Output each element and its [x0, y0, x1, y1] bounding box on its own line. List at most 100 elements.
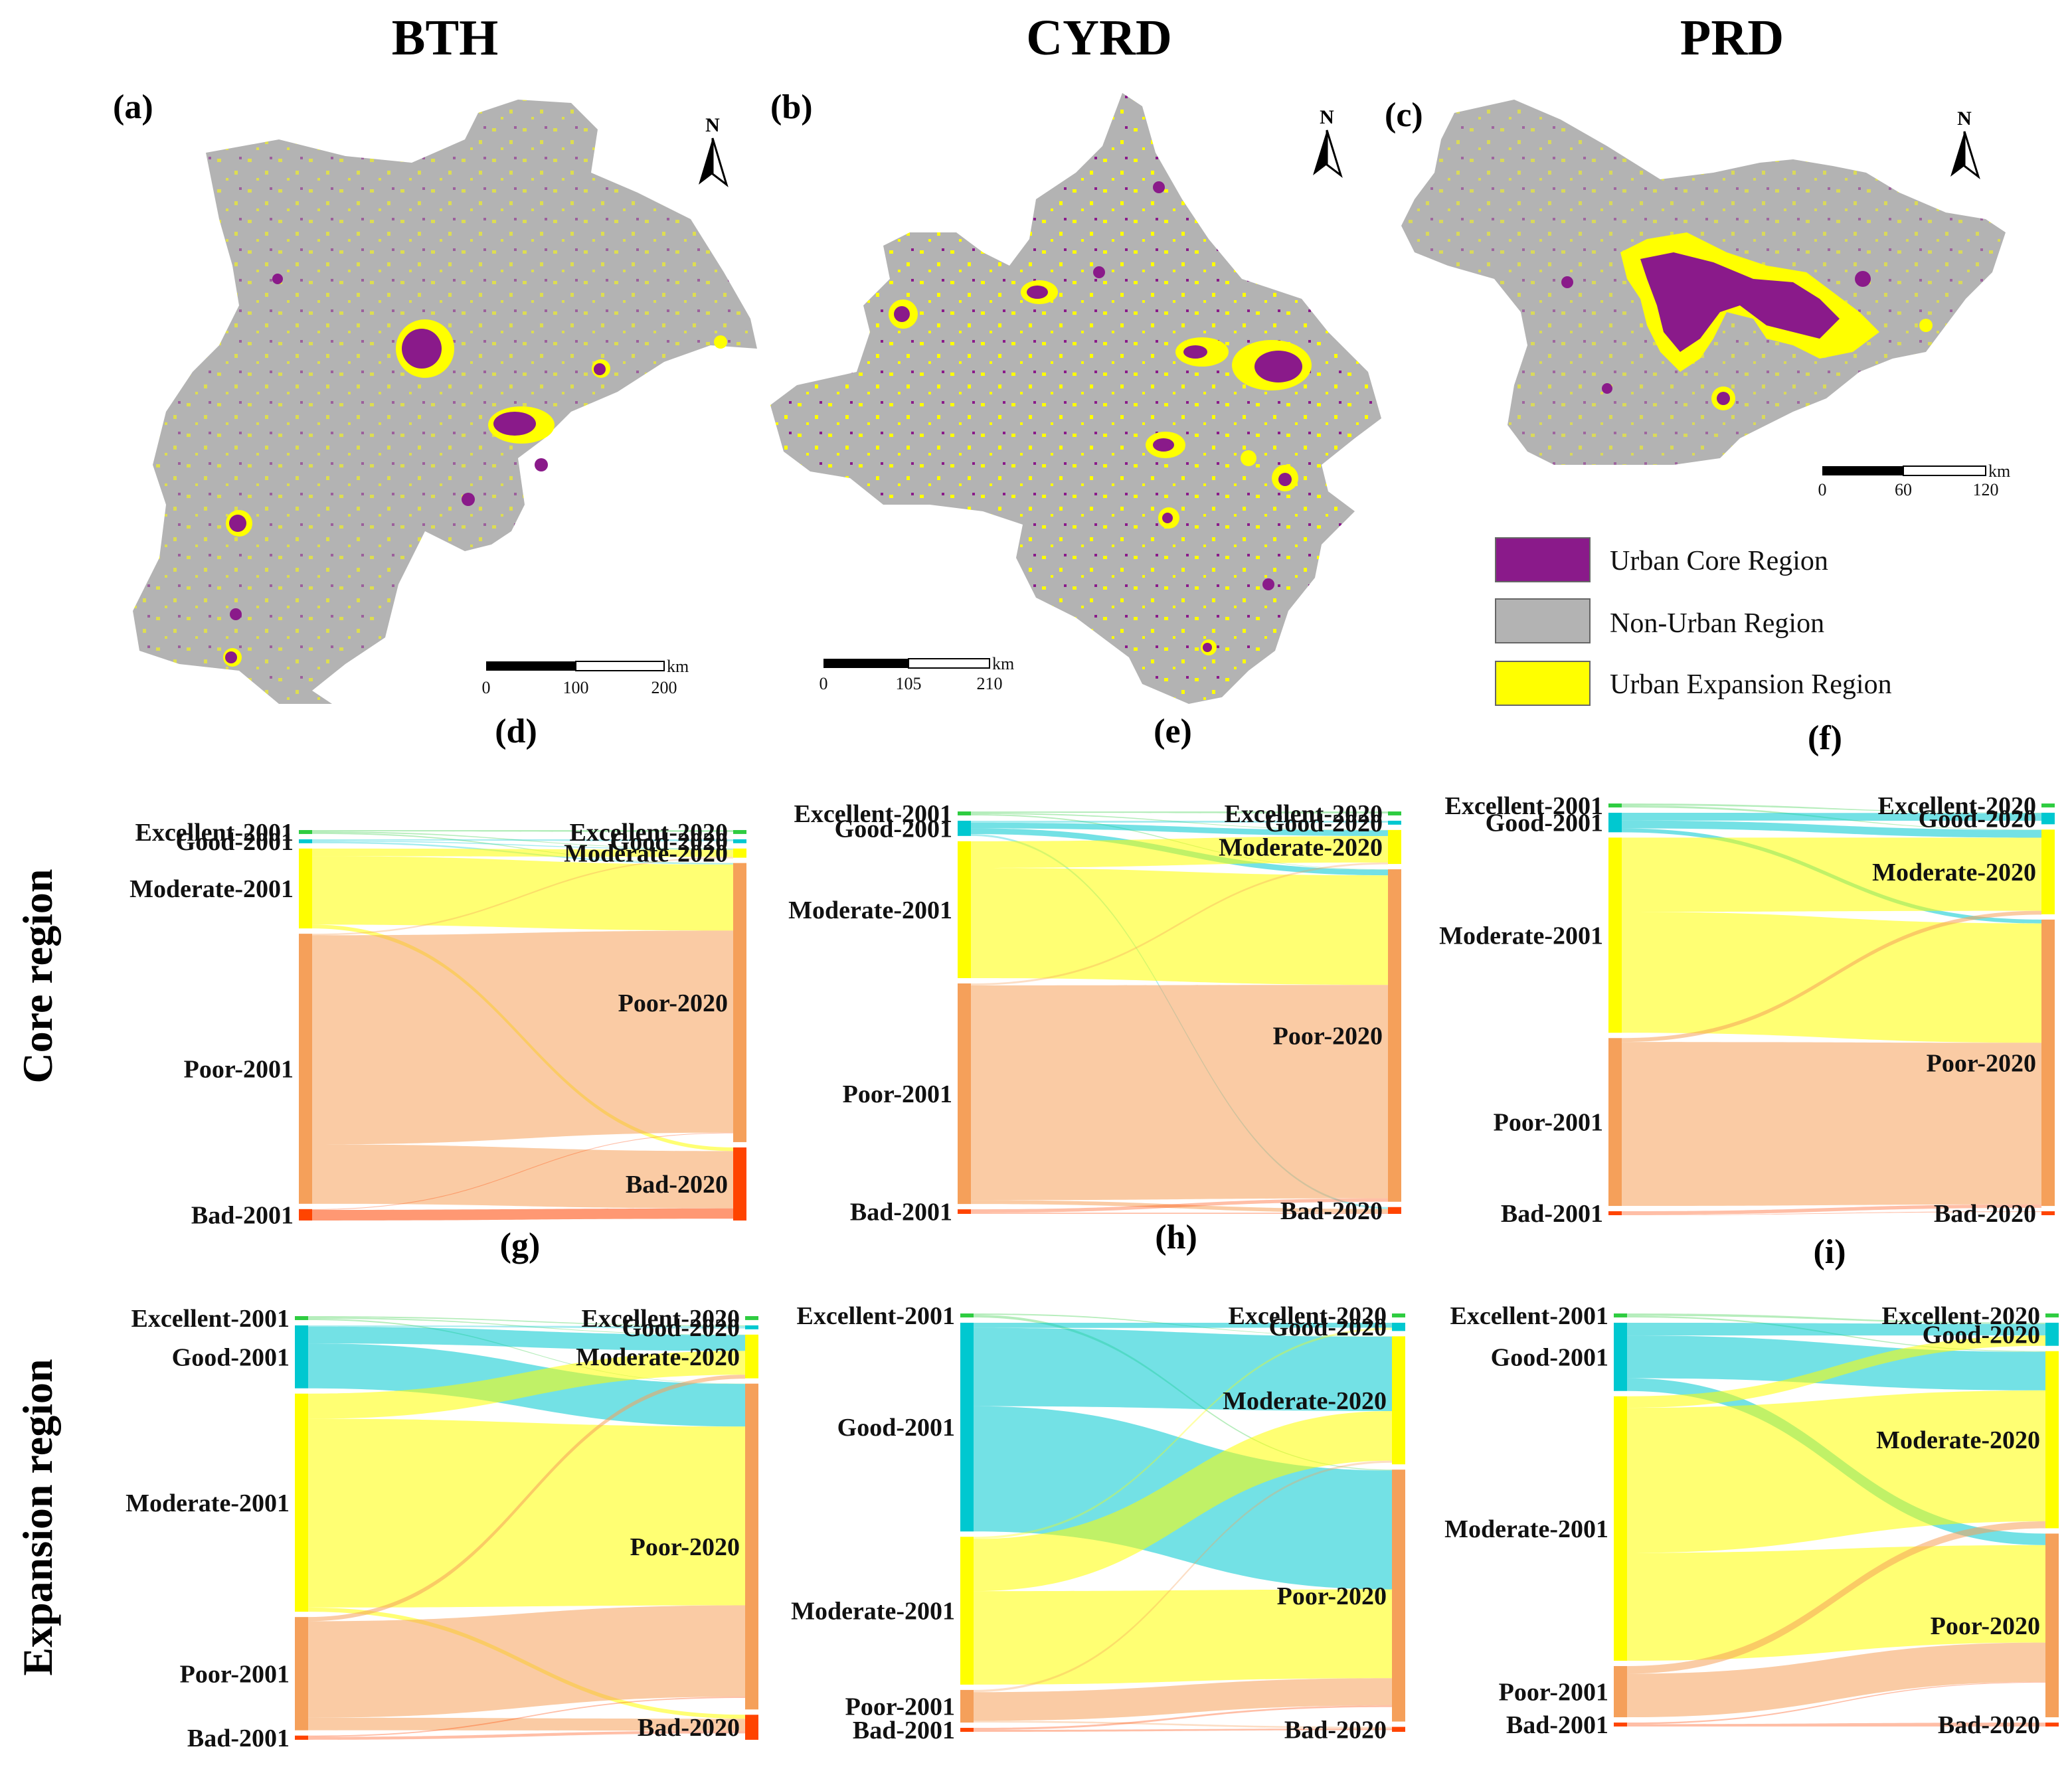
- sankey-left-label: Good-2001: [176, 828, 294, 856]
- sankey-flow: [1627, 1681, 2045, 1725]
- sankey-right-label: Bad-2020: [626, 1171, 728, 1199]
- sankey-g: (g) Excellent-2001 Good-2001 Moderate-2001 P…: [126, 1226, 758, 1752]
- sankey-flow: [971, 867, 1388, 985]
- sankey-node-left: [1608, 812, 1622, 833]
- sankey-left-label: Moderate-2001: [1444, 1515, 1608, 1543]
- sankey-right-label: Bad-2020: [1938, 1711, 2040, 1739]
- sankey-left-label: Good-2001: [837, 1414, 955, 1442]
- sankey-flow: [974, 1327, 1392, 1411]
- sankey-node-right: [2045, 1313, 2059, 1317]
- sankey-flow: [971, 1200, 1388, 1213]
- sankey-right-label: Good-2020: [1919, 805, 2036, 833]
- legend-label-expansion: Urban Expansion Region: [1610, 669, 1892, 700]
- sankey-flow: [308, 1318, 745, 1385]
- sankey-flow: [1622, 1042, 2041, 1207]
- sankey-left-label: Poor-2001: [184, 1055, 294, 1083]
- sankey-flow: [971, 1198, 1388, 1213]
- sankey-node-right: [745, 1325, 758, 1329]
- sankey-left-label: Excellent-2001: [794, 800, 952, 828]
- sankey-flow: [312, 830, 733, 832]
- sankey-node-left: [299, 848, 312, 929]
- sankey-right-label: Good-2020: [610, 828, 728, 856]
- sankey-node-right: [1392, 1727, 1405, 1732]
- sankey-left-label: Poor-2001: [843, 1080, 952, 1108]
- north-arrow-icon: N: [699, 114, 729, 187]
- sankey-node-right: [733, 830, 746, 834]
- sankey-flow: [1622, 812, 2041, 821]
- svg-text:210: 210: [977, 674, 1003, 693]
- sankey-node-right: [733, 839, 746, 843]
- sankey-node-right: [745, 1715, 758, 1740]
- sankey-flow: [308, 1326, 745, 1351]
- sankey-right-label: Excellent-2020: [1228, 1302, 1387, 1330]
- scale-bar-c: km 0 60 120: [1818, 462, 2011, 499]
- sankey-right-label: Poor-2020: [1273, 1022, 1383, 1050]
- sankey-node-left: [958, 841, 971, 979]
- sankey-node-right: [733, 863, 746, 1142]
- sankey-flow: [974, 1589, 1392, 1685]
- sankey-flow: [971, 820, 1388, 823]
- sankey-left-label: Good-2001: [835, 815, 952, 843]
- sankey-flow: [1627, 1390, 2045, 1553]
- panel-label-g: (g): [500, 1226, 541, 1264]
- sankey-right-label: Moderate-2020: [1219, 833, 1383, 861]
- sankey-right-label: Poor-2020: [1277, 1582, 1387, 1610]
- sankey-node-right: [1392, 1322, 1405, 1331]
- sankey-node-left: [1608, 803, 1622, 807]
- sankey-flow: [971, 835, 1388, 868]
- sankey-node-left: [960, 1322, 974, 1532]
- sankey-left-label: Excellent-2001: [1444, 792, 1603, 820]
- sankey-node-right: [2045, 1723, 2059, 1727]
- sankey-node-right: [1392, 1336, 1405, 1465]
- legend-swatch-expansion: [1495, 661, 1591, 706]
- sankey-node-right: [2041, 803, 2055, 807]
- sankey-flow: [974, 1460, 1392, 1693]
- sankey-node-right: [1392, 1313, 1405, 1317]
- sankey-panels: (d)Excellent-2001Good-2001Moderate-2001P…: [126, 713, 2059, 1752]
- sankey-flow: [312, 857, 733, 936]
- sankey-flow: [312, 848, 733, 857]
- sankey-node-left: [958, 983, 971, 1205]
- sankey-left-label: Good-2001: [1486, 809, 1603, 837]
- sankey-node-left: [1608, 1211, 1622, 1215]
- sankey-node-left: [1614, 1665, 1627, 1718]
- sankey-flow: [1627, 1642, 2045, 1718]
- sankey-right-label: Poor-2020: [630, 1533, 740, 1561]
- sankey-flow: [971, 1213, 1388, 1214]
- sankey-flow: [974, 1705, 1392, 1730]
- sankey-right-label: Excellent-2020: [1877, 792, 2036, 820]
- sankey-i: (i) Excellent-2001 Good-2001 Moderate-2001 P…: [1444, 1233, 2059, 1739]
- sankey-node-left: [960, 1537, 974, 1685]
- svg-text:100: 100: [563, 678, 589, 697]
- sankey-right-label: Bad-2020: [1284, 1716, 1387, 1744]
- sankey-flow: [308, 1317, 745, 1335]
- sankey-node-right: [2041, 829, 2055, 914]
- sankey-node-right: [1392, 1470, 1405, 1722]
- sankey-flow: [974, 1322, 1392, 1328]
- sankey-flow: [312, 930, 733, 1145]
- north-arrow-icon: N: [1313, 106, 1343, 179]
- sankey-node-right: [745, 1316, 758, 1320]
- sankey-flow: [308, 1605, 745, 1718]
- sankey-node-left: [960, 1728, 974, 1732]
- sankey-flow: [971, 812, 1388, 831]
- sankey-flow: [308, 1418, 745, 1608]
- sankey-flow: [312, 832, 733, 864]
- sankey-h: (h) Excellent-2001 Good-2001 Moderate-2001 P…: [791, 1219, 1405, 1744]
- sankey-right-label: Moderate-2020: [1876, 1426, 2040, 1454]
- map-cyrd: [770, 93, 1381, 704]
- sankey-flow: [308, 1730, 745, 1740]
- sankey-node-left: [299, 1209, 312, 1221]
- panel-label-c: (c): [1385, 96, 1423, 134]
- sankey-left-label: Excellent-2001: [796, 1302, 955, 1330]
- sankey-node-left: [299, 830, 312, 834]
- sankey-left-label: Bad-2001: [1506, 1711, 1608, 1739]
- sankey-node-left: [960, 1689, 974, 1723]
- panel-label-f: (f): [1808, 719, 1842, 757]
- sankey-flow: [1622, 1211, 2041, 1215]
- sankey-left-label: Moderate-2001: [126, 1489, 290, 1517]
- sankey-left-label: Good-2001: [1491, 1343, 1608, 1371]
- sankey-right-label: Moderate-2020: [1872, 859, 2036, 886]
